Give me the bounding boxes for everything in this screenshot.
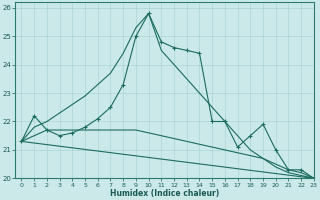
X-axis label: Humidex (Indice chaleur): Humidex (Indice chaleur) bbox=[110, 189, 219, 198]
